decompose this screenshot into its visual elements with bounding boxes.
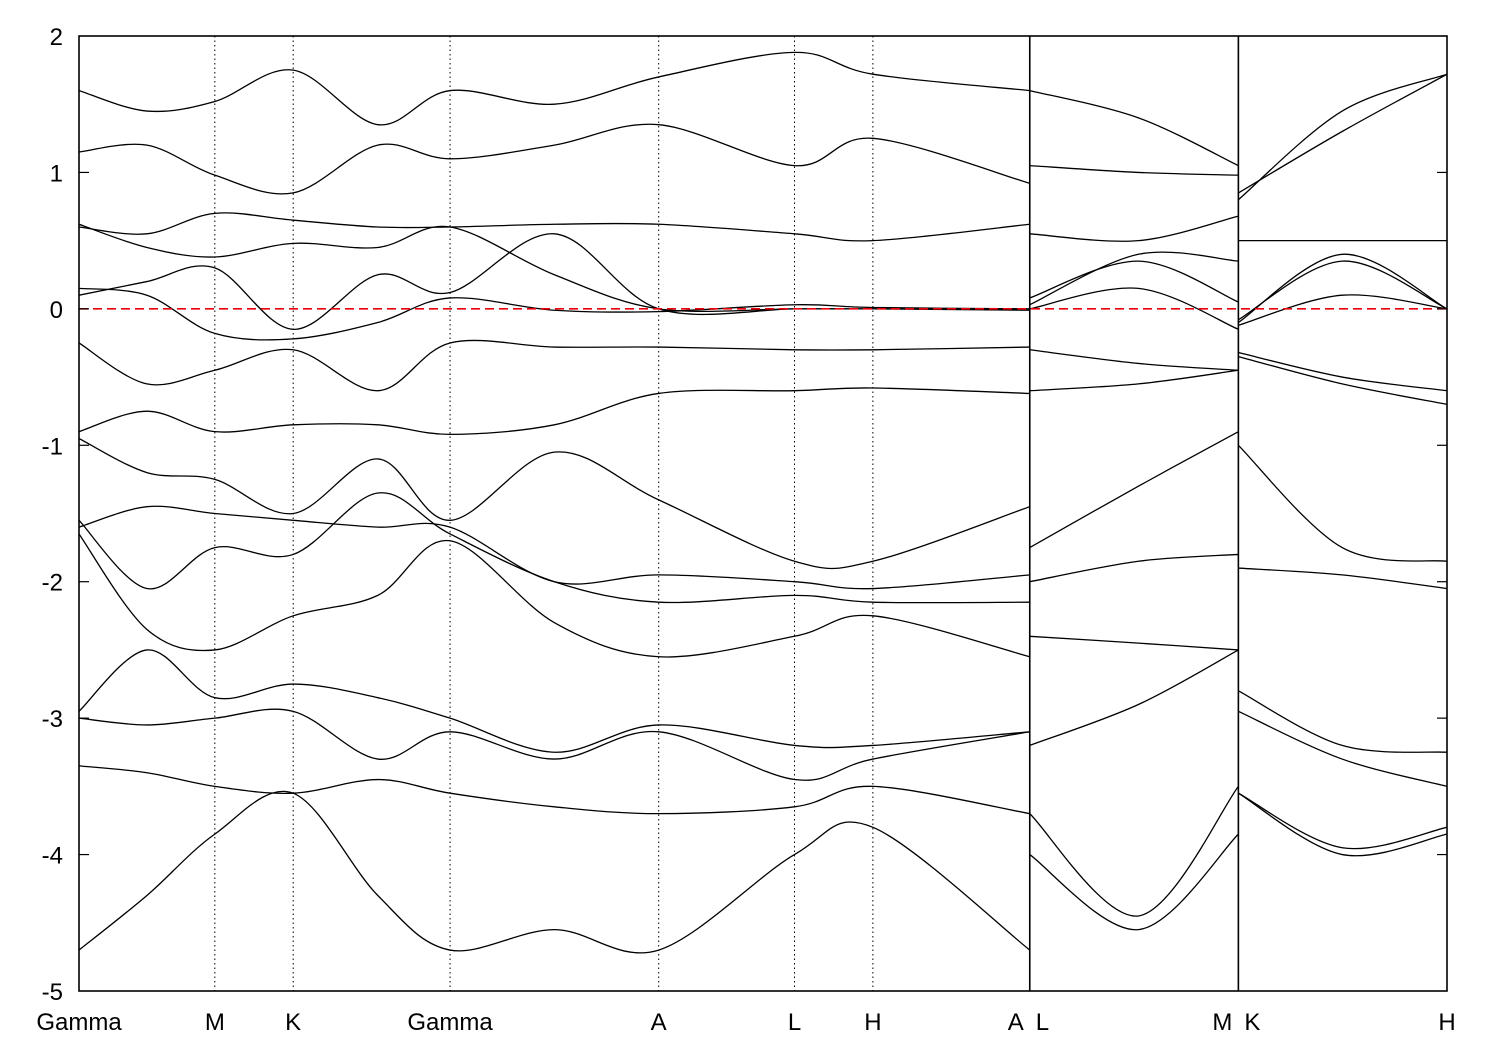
y-tick-label: 0 (50, 297, 63, 324)
x-tick-label-a: A (1008, 1009, 1024, 1036)
band-8-segment-1 (79, 387, 1030, 436)
band-3-segment-2 (1029, 215, 1239, 242)
band-11-segment-1 (79, 533, 1030, 658)
band-1-segment-3 (1238, 294, 1447, 326)
band-13-segment-3 (1238, 792, 1447, 857)
band-16-segment-1 (79, 708, 1030, 781)
band-2-segment-1 (79, 233, 1030, 330)
band-10-segment-1 (79, 505, 1030, 590)
band-13-segment-1 (79, 765, 1030, 815)
band-6-segment-1 (79, 51, 1030, 126)
x-tick-label-l: L (1036, 1009, 1049, 1036)
x-tick-label-gamma: Gamma (407, 1009, 493, 1036)
x-axis-ticks: Gamma M K Gamma A L H A L M K H (36, 1009, 1455, 1036)
y-tick-label: -5 (42, 979, 63, 1006)
band-12-segment-3 (1238, 710, 1447, 787)
band-5-segment-3 (1238, 73, 1447, 194)
band-1-segment-1 (79, 287, 1030, 341)
band-3-segment-1 (79, 212, 1030, 242)
band-8-segment-3 (1238, 355, 1447, 405)
band-2-segment-3 (1238, 253, 1447, 324)
band-14-segment-1 (79, 790, 1031, 954)
band-11-segment-2 (1029, 635, 1239, 651)
x-tick-label-k: K (1244, 1009, 1260, 1036)
x-tick-label-k: K (285, 1009, 301, 1036)
band-9-segment-3 (1237, 444, 1447, 562)
band-10-segment-2 (1029, 553, 1239, 583)
y-tick-label: -2 (42, 570, 63, 597)
band-8-segment-2 (1029, 369, 1239, 392)
band-12-segment-1 (79, 649, 1030, 753)
band-4-segment-2 (1029, 260, 1239, 303)
band-12-segment-2 (1029, 649, 1239, 747)
x-tick-label-h: H (1438, 1009, 1455, 1036)
band-5-segment-2 (1029, 164, 1239, 176)
band-13-segment-2 (1029, 785, 1239, 917)
x-tick-label-m: M (1212, 1009, 1232, 1036)
x-tick-label-l: L (788, 1009, 801, 1036)
y-tick-label: -4 (42, 843, 63, 870)
band-1-segment-2 (1029, 287, 1239, 330)
band-15-segment-1 (79, 492, 1030, 604)
x-tick-label-gamma: Gamma (36, 1009, 122, 1036)
x-tick-label-a: A (651, 1009, 667, 1036)
band-7-segment-3 (1238, 351, 1447, 392)
band-14-segment-3 (1238, 792, 1447, 850)
band-4-segment-1 (79, 223, 1030, 313)
band-5-segment-1 (79, 123, 1030, 195)
high-symmetry-gridlines (214, 36, 1240, 991)
band-7-segment-2 (1029, 349, 1239, 371)
band-curves (79, 51, 1447, 954)
y-axis-ticks: 2 1 0 -1 -2 -3 -4 -5 (42, 24, 1447, 1006)
x-tick-label-m: M (205, 1009, 225, 1036)
band-6-segment-3 (1237, 73, 1447, 201)
plot-frame (78, 35, 1448, 992)
band-2-segment-2 (1029, 251, 1239, 306)
band-9-segment-2 (1029, 431, 1239, 549)
plot-border (78, 35, 1448, 992)
y-tick-label: 1 (50, 160, 63, 187)
y-tick-label: -3 (42, 706, 63, 733)
band-9-segment-1 (79, 437, 1030, 570)
x-tick-label-h: H (864, 1009, 881, 1036)
band-14-segment-2 (1029, 833, 1239, 931)
y-tick-label: 2 (50, 24, 63, 51)
band-4-segment-3 (1238, 260, 1447, 321)
band-11-segment-3 (1238, 690, 1447, 753)
band-6-segment-2 (1029, 89, 1239, 167)
y-tick-label: -1 (42, 433, 63, 460)
band-10-segment-3 (1238, 567, 1447, 590)
band-7-segment-1 (79, 339, 1030, 392)
